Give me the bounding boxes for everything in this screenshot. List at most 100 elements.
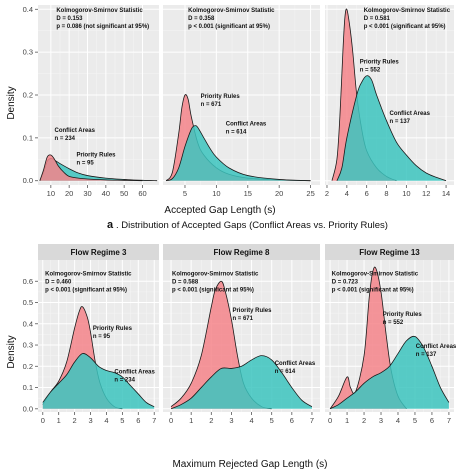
annotation-label: Conflict Areas n = 614	[275, 361, 316, 375]
priority-rules-density-line	[39, 154, 143, 182]
x-tick-label: 10	[212, 189, 220, 198]
annotation-line: Kolmogorov-Smirnov Statistic	[364, 8, 451, 14]
annotation-label: Conflict Areas n = 234	[55, 128, 96, 142]
annotation-line: D = 0.460	[45, 280, 72, 286]
annotation-label: Conflict Areas n = 137	[416, 344, 457, 358]
x-tick-label: 14	[442, 189, 450, 198]
x-tick-label: 4	[345, 189, 349, 198]
x-tick-label: 4	[249, 416, 253, 425]
x-tick-label: 3	[379, 416, 383, 425]
annotation-line: Conflict Areas	[55, 128, 96, 134]
x-tick-label: 4	[104, 416, 108, 425]
chart-panel-top-2: 5 10 15 20 25 Kolmogorov-Smirnov Statistic D =…	[163, 5, 320, 198]
conflict-areas-density-area	[42, 353, 155, 409]
y-tick-label: 0.3	[23, 48, 33, 57]
annotation-line: Priority Rules	[77, 153, 117, 159]
priority-rules-density-area	[171, 281, 272, 409]
x-tick-label: 5	[413, 416, 417, 425]
chart-panel-bottom-1: Flow Regime 3 0 1 2 3 4 5 6 7 0.0 0.1 0.2 0.3 0.4 0.5 0…	[23, 244, 159, 425]
x-tick-label: 6	[365, 189, 369, 198]
annotation-line: Priority Rules	[360, 60, 400, 66]
x-tick-label: 2	[209, 416, 213, 425]
x-tick-label: 7	[310, 416, 314, 425]
annotation-line: n = 95	[77, 161, 95, 167]
x-tick-label: 1	[57, 416, 61, 425]
x-tick-label: 10	[402, 189, 410, 198]
annotation-line: D = 0.358	[188, 16, 215, 22]
panels-layer: 10 20 30 40 50 600.00.10.20.30.4 Kolmogorov-Sm…	[23, 5, 457, 425]
caption-text: . Distribution of Accepted Gaps (Conflic…	[116, 220, 388, 231]
annotation-line: n = 234	[114, 377, 135, 383]
facet-strip	[38, 244, 159, 260]
annotation-line: p < 0.001 (significant at 95%)	[364, 24, 446, 30]
annotation-line: p = 0.086 (not significant at 95%)	[56, 24, 149, 30]
x-tick-label: 2	[325, 189, 329, 198]
annotation-line: n = 671	[232, 316, 253, 322]
x-tick-label: 7	[152, 416, 156, 425]
y-tick-label: 0.0	[23, 404, 33, 413]
conflict-areas-density-line	[336, 75, 447, 182]
x-tick-label: 3	[229, 416, 233, 425]
annotation-label: Priority Rules n = 671	[201, 94, 241, 108]
annotation-label: Kolmogorov-Smirnov Statistic D = 0.153 p =…	[56, 8, 149, 30]
x-tick-label: 0	[169, 416, 173, 425]
annotation-line: Kolmogorov-Smirnov Statistic	[188, 8, 275, 14]
annotation-label: Kolmogorov-Smirnov Statistic D = 0.723 p <…	[332, 272, 419, 294]
top-x-axis-title: Accepted Gap Length (s)	[164, 205, 275, 216]
conflict-areas-density-area	[330, 336, 449, 409]
annotation-label: Priority Rules n = 95	[93, 326, 133, 340]
annotation-label: Priority Rules n = 95	[77, 153, 117, 167]
annotation-line: Kolmogorov-Smirnov Statistic	[172, 272, 259, 278]
y-tick-label: 0.4	[23, 5, 33, 14]
annotation-line: n = 671	[201, 102, 222, 108]
y-tick-label: 0.1	[23, 383, 33, 392]
x-tick-label: 30	[83, 189, 91, 198]
x-tick-label: 5	[270, 416, 274, 425]
annotation-line: Kolmogorov-Smirnov Statistic	[332, 272, 419, 278]
facet-strip	[325, 244, 454, 260]
annotation-label: Priority Rules n = 552	[383, 312, 423, 326]
y-tick-label: 0.2	[23, 362, 33, 371]
x-tick-label: 40	[102, 189, 110, 198]
facet-strip-label: Flow Regime 8	[213, 248, 270, 257]
chart-panel-top-1: 10 20 30 40 50 60 0.0 0.1 0.2 0.3 0.4 Kolmogorov-Sm…	[23, 5, 159, 198]
y-tick-label: 0.5	[23, 298, 33, 307]
annotation-label: Kolmogorov-Smirnov Statistic D = 0.588 p <…	[172, 272, 259, 294]
conflict-areas-density-line	[170, 355, 313, 410]
chart-panel-bottom-3: Flow Regime 13 0 1 2 3 4 5 6 7 Kolmogorov-Smirnov…	[325, 244, 457, 425]
x-tick-label: 0	[41, 416, 45, 425]
annotation-line: p < 0.001 (significant at 95%)	[172, 288, 254, 294]
x-tick-label: 5	[183, 189, 187, 198]
annotation-line: D = 0.723	[332, 280, 359, 286]
annotation-label: Conflict Areas n = 614	[226, 122, 267, 136]
annotation-line: Conflict Areas	[114, 369, 155, 375]
y-tick-label: 0.0	[23, 176, 33, 185]
x-tick-label: 1	[189, 416, 193, 425]
annotation-line: n = 137	[390, 119, 411, 125]
x-tick-label: 20	[275, 189, 283, 198]
y-tick-label: 0.1	[23, 133, 33, 142]
annotation-line: p < 0.001 (significant at 95%)	[332, 288, 414, 294]
annotation-line: p < 0.001 (significant at 95%)	[188, 24, 270, 30]
annotation-line: n = 137	[416, 352, 437, 358]
annotation-line: n = 614	[226, 130, 247, 136]
annotation-line: Conflict Areas	[416, 344, 457, 350]
annotation-label: Kolmogorov-Smirnov Statistic D = 0.581 p <…	[364, 8, 451, 30]
facet-strip-label: Flow Regime 3	[70, 248, 127, 257]
annotation-line: Priority Rules	[201, 94, 241, 100]
annotation-line: n = 552	[383, 320, 404, 326]
chart-panel-top-3: 2 4 6 8 10 12 14 Kolmogorov-Smirnov Statistic D …	[325, 5, 454, 198]
annotation-line: n = 234	[55, 136, 76, 142]
annotation-line: Kolmogorov-Smirnov Statistic	[45, 272, 132, 278]
conflict-areas-density-area	[336, 75, 447, 181]
x-tick-label: 60	[138, 189, 146, 198]
annotation-label: Kolmogorov-Smirnov Statistic D = 0.358 p <…	[188, 8, 275, 30]
caption-letter: a	[107, 219, 114, 231]
x-tick-label: 2	[362, 416, 366, 425]
top-y-axis-title: Density	[6, 86, 17, 119]
annotation-label: Priority Rules n = 671	[232, 308, 272, 322]
annotation-label: Conflict Areas n = 137	[390, 111, 431, 125]
annotation-line: D = 0.588	[172, 280, 199, 286]
x-tick-label: 2	[73, 416, 77, 425]
